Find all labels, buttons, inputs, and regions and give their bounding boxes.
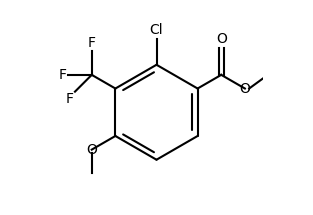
- Text: O: O: [239, 81, 250, 95]
- Text: O: O: [86, 143, 97, 157]
- Text: Cl: Cl: [150, 23, 163, 37]
- Text: F: F: [66, 92, 74, 106]
- Text: F: F: [88, 36, 96, 51]
- Text: F: F: [59, 68, 67, 82]
- Text: O: O: [216, 32, 227, 46]
